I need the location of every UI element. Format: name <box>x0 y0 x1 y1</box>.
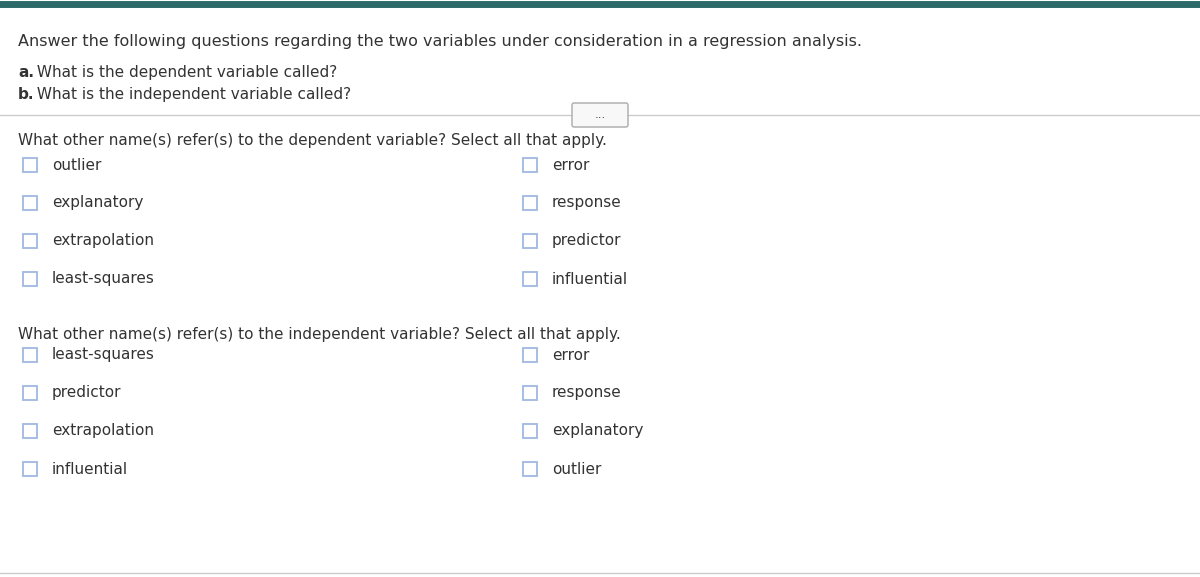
FancyBboxPatch shape <box>23 348 37 362</box>
Text: influential: influential <box>552 272 628 287</box>
Text: a.: a. <box>18 65 34 80</box>
FancyBboxPatch shape <box>572 103 628 127</box>
Text: predictor: predictor <box>52 385 121 400</box>
FancyBboxPatch shape <box>523 196 538 210</box>
Text: outlier: outlier <box>552 462 601 477</box>
Text: least-squares: least-squares <box>52 272 155 287</box>
FancyBboxPatch shape <box>23 462 37 476</box>
Text: extrapolation: extrapolation <box>52 234 154 249</box>
Text: response: response <box>552 385 622 400</box>
FancyBboxPatch shape <box>23 234 37 248</box>
Text: predictor: predictor <box>552 234 622 249</box>
FancyBboxPatch shape <box>23 158 37 172</box>
Text: influential: influential <box>52 462 128 477</box>
Text: Answer the following questions regarding the two variables under consideration i: Answer the following questions regarding… <box>18 34 862 49</box>
FancyBboxPatch shape <box>23 272 37 286</box>
Text: ...: ... <box>594 108 606 122</box>
Text: What is the dependent variable called?: What is the dependent variable called? <box>32 65 337 80</box>
FancyBboxPatch shape <box>523 158 538 172</box>
FancyBboxPatch shape <box>523 272 538 286</box>
Text: explanatory: explanatory <box>52 196 143 211</box>
FancyBboxPatch shape <box>523 424 538 438</box>
FancyBboxPatch shape <box>523 234 538 248</box>
Text: extrapolation: extrapolation <box>52 424 154 439</box>
Text: What other name(s) refer(s) to the dependent variable? Select all that apply.: What other name(s) refer(s) to the depen… <box>18 133 607 148</box>
Text: response: response <box>552 196 622 211</box>
FancyBboxPatch shape <box>523 386 538 400</box>
FancyBboxPatch shape <box>23 424 37 438</box>
FancyBboxPatch shape <box>23 386 37 400</box>
Text: explanatory: explanatory <box>552 424 643 439</box>
Text: least-squares: least-squares <box>52 347 155 362</box>
Text: b.: b. <box>18 87 35 102</box>
Text: What is the independent variable called?: What is the independent variable called? <box>32 87 352 102</box>
FancyBboxPatch shape <box>523 462 538 476</box>
Text: outlier: outlier <box>52 158 101 173</box>
Text: error: error <box>552 158 589 173</box>
Text: error: error <box>552 347 589 362</box>
FancyBboxPatch shape <box>23 196 37 210</box>
Text: What other name(s) refer(s) to the independent variable? Select all that apply.: What other name(s) refer(s) to the indep… <box>18 327 620 342</box>
FancyBboxPatch shape <box>523 348 538 362</box>
